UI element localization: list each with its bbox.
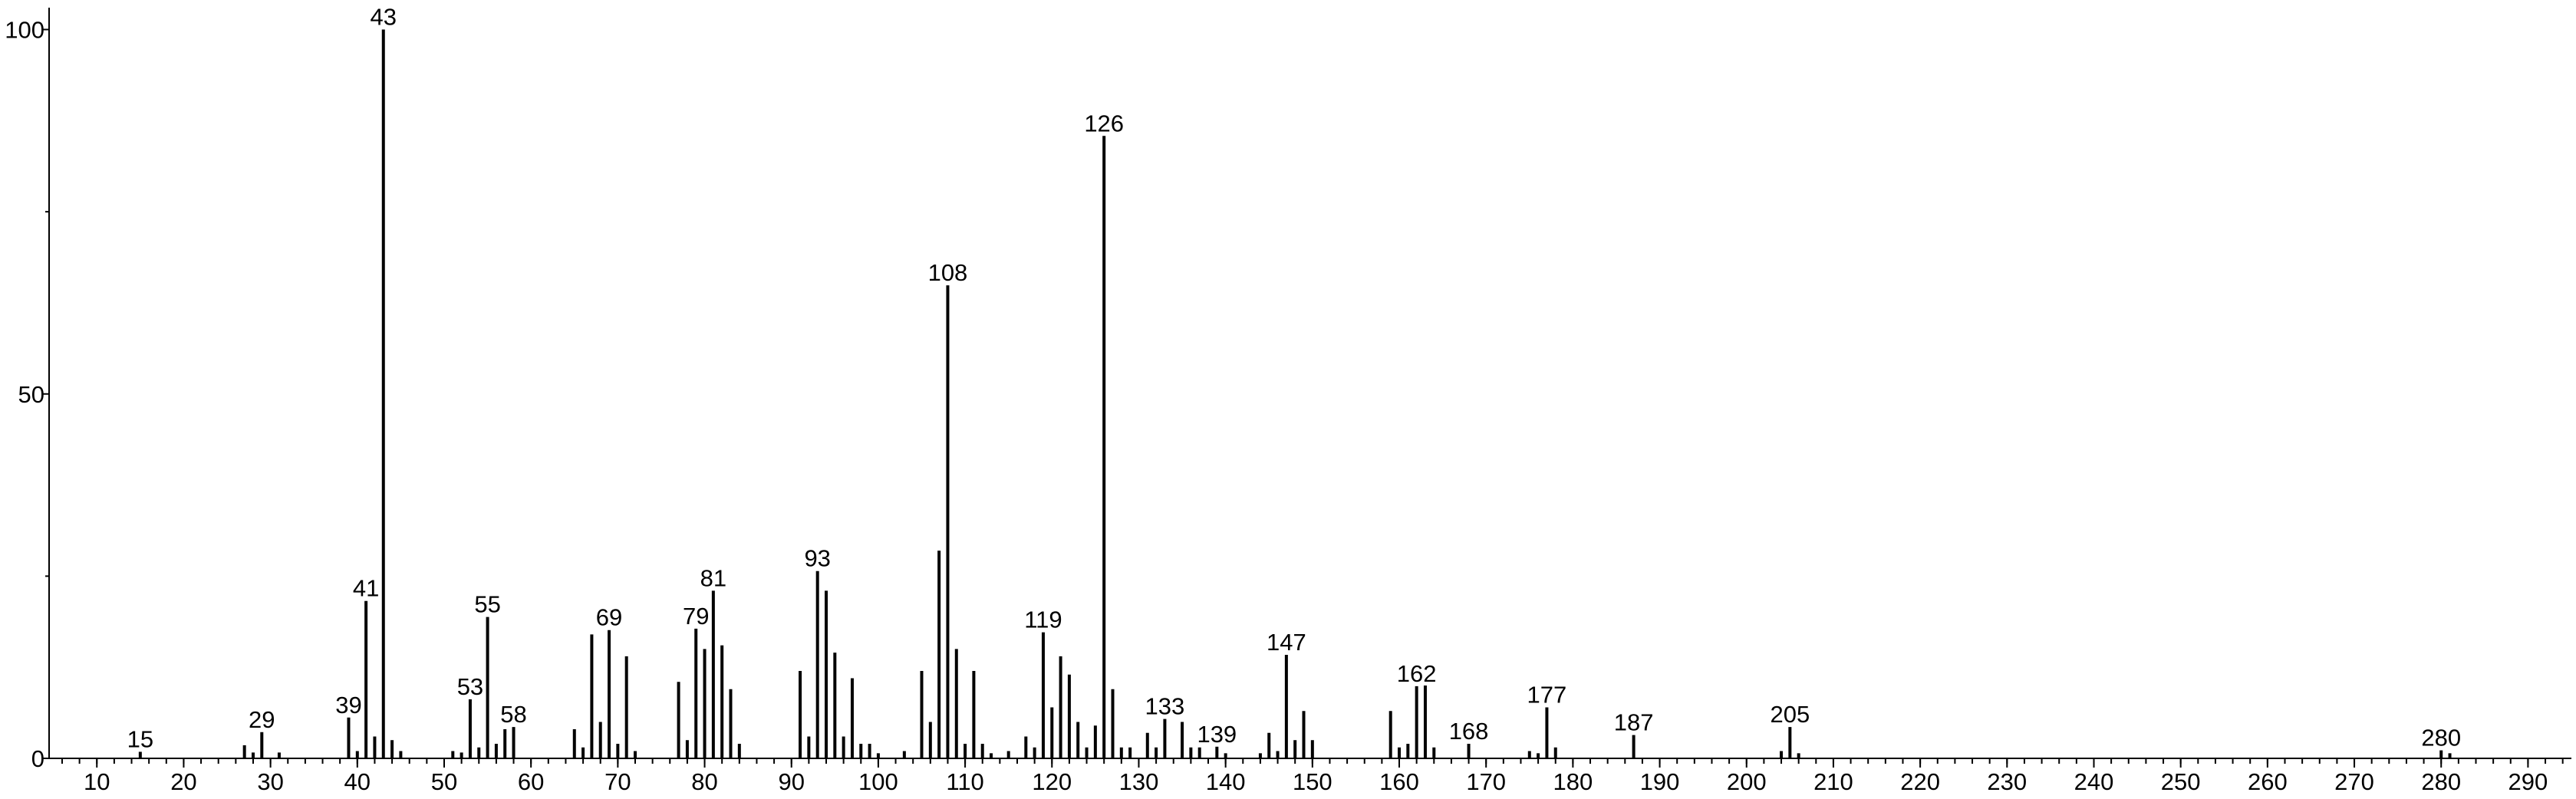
peak-label: 41 [353,575,379,602]
x-tick-label: 230 [1987,768,2027,795]
peak-label: 187 [1614,709,1654,736]
x-tick-label: 70 [604,768,631,795]
x-tick-label: 240 [2074,768,2114,795]
peak-label: 79 [683,603,709,630]
x-tick-label: 10 [84,768,110,795]
peak-label: 205 [1770,701,1810,728]
peak-label: 126 [1084,110,1124,136]
peak-label: 133 [1145,693,1185,720]
peak-label: 280 [2421,725,2461,751]
peak-label: 58 [500,701,526,728]
x-tick-label: 130 [1119,768,1159,795]
peak-label: 119 [1024,607,1062,633]
x-tick-label: 20 [170,768,196,795]
peak-label: 29 [249,706,275,733]
y-tick-label: 0 [31,745,44,772]
x-tick-label: 30 [257,768,283,795]
peak-label: 69 [596,604,622,631]
x-tick-label: 150 [1293,768,1332,795]
x-tick-label: 50 [431,768,457,795]
peak-label: 53 [457,673,483,700]
x-tick-label: 290 [2508,768,2548,795]
peak-label: 168 [1449,718,1489,745]
x-tick-label: 140 [1206,768,1246,795]
peak-label: 139 [1197,721,1237,748]
x-tick-label: 210 [1813,768,1853,795]
x-tick-label: 270 [2334,768,2374,795]
x-tick-label: 180 [1553,768,1593,795]
x-tick-label: 260 [2248,768,2288,795]
x-tick-label: 190 [1640,768,1680,795]
x-tick-label: 100 [858,768,898,795]
x-tick-label: 90 [778,768,804,795]
x-tick-label: 280 [2421,768,2461,795]
x-tick-label: 60 [518,768,544,795]
peak-label: 177 [1527,681,1567,708]
x-tick-label: 170 [1466,768,1506,795]
x-tick-label: 80 [691,768,717,795]
peak-label: 55 [474,591,500,618]
peak-label: 147 [1267,629,1306,656]
peak-label: 43 [371,4,397,31]
x-tick-label: 250 [2161,768,2201,795]
peak-label: 108 [928,259,968,286]
peak-label: 93 [804,545,830,572]
x-tick-label: 40 [344,768,371,795]
x-tick-label: 200 [1727,768,1767,795]
x-tick-label: 160 [1379,768,1419,795]
x-tick-label: 110 [946,768,983,795]
peak-label: 39 [335,692,361,718]
peak-label: 162 [1397,660,1437,687]
y-tick-label: 100 [5,17,44,44]
peak-label: 15 [127,725,153,752]
x-tick-label: 220 [1900,768,1940,795]
peak-label: 81 [700,564,726,591]
y-tick-label: 50 [18,381,44,408]
x-tick-label: 120 [1032,768,1072,795]
